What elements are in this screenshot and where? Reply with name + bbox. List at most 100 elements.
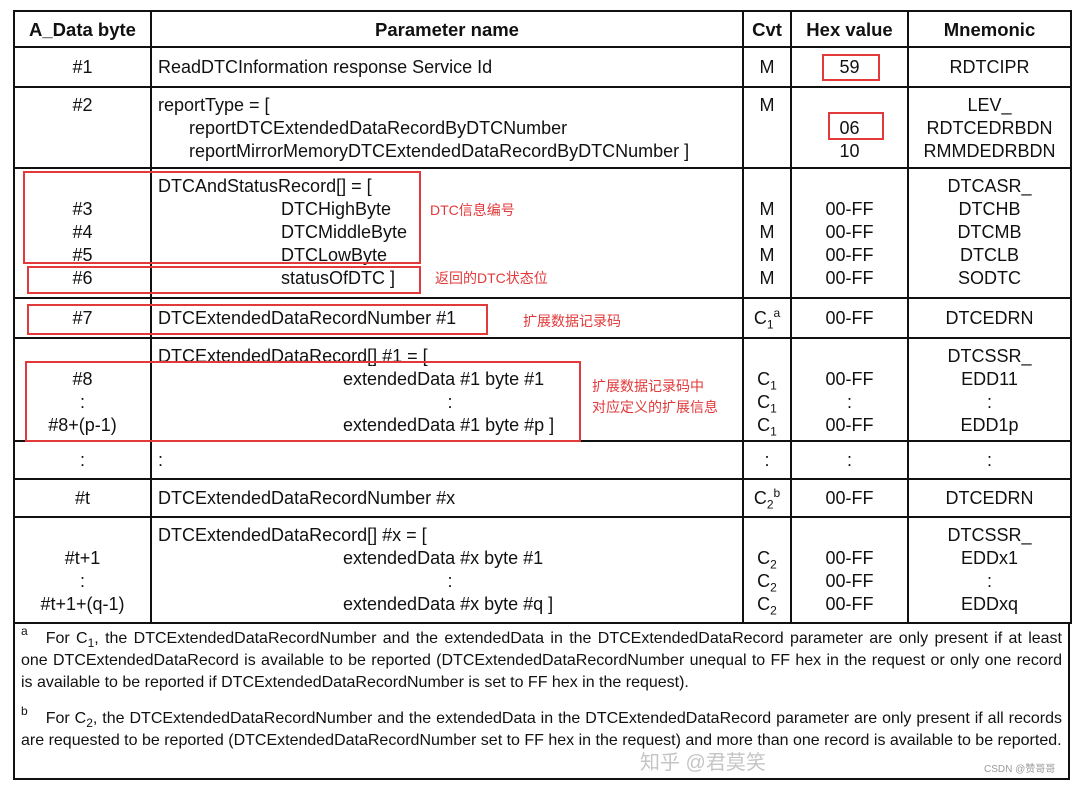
mnemonic-line: RMMDEDRBDN — [923, 141, 1056, 161]
cvt-line: M — [744, 94, 790, 117]
mnemonic-line: DTCMB — [957, 222, 1022, 242]
footnote-mark: a — [21, 623, 28, 638]
cvt-subscript: 2 — [770, 603, 777, 618]
mnemonic-line: DTCLB — [959, 245, 1019, 265]
cell-hex: 00-FF: 00-FF — [790, 337, 909, 442]
table-row: #2 reportType = [reportDTCExtendedDataRec… — [13, 86, 1072, 169]
footnote-sub: 1 — [87, 636, 95, 651]
param-line: DTCLowByte — [281, 245, 388, 265]
hex-line: : — [846, 449, 852, 470]
hex-line — [792, 175, 907, 198]
param-line: DTCHighByte — [281, 199, 392, 219]
cell-hex: 00-FF 00-FF 00-FF 00-FF — [790, 167, 909, 299]
cvt-subscript: 1 — [770, 424, 777, 439]
table-header-row: A_Data byte Parameter name Cvt Hex value… — [13, 10, 1072, 48]
byte-line: #7 — [72, 307, 93, 328]
cvt-value: C — [757, 392, 771, 412]
cell-hex: 06 10 — [790, 86, 909, 169]
cell-mnemonic: DTCASR_ DTCHB DTCMB DTCLB SODTC — [907, 167, 1072, 299]
byte-line: : — [79, 449, 85, 470]
cell-mnemonic: DTCSSR_ EDDx1: EDDxq — [907, 516, 1072, 624]
cell-hex: 00-FF 00-FF 00-FF — [790, 516, 909, 624]
csdn-watermark: CSDN @赞哥哥 — [984, 764, 1056, 775]
byte-line: : — [79, 392, 85, 412]
mnemonic-line: RDTCEDRBDN — [926, 118, 1053, 138]
mnemonic-line: EDD11 — [961, 369, 1018, 389]
table-row: #8: #8+(p-1) DTCExtendedDataRecord[] #1 = … — [13, 337, 1072, 442]
param-line: extendedData #1 byte #1 — [343, 369, 545, 389]
cvt-line: M — [744, 198, 790, 221]
mnemonic-line: SODTC — [958, 268, 1021, 288]
mnemonic-line: DTCHB — [958, 199, 1021, 219]
footnote-text: , the DTCExtendedDataRecordNumber and th… — [21, 630, 1062, 691]
cell-hex: 00-FF — [790, 478, 909, 518]
annotation-ext-record-number: 扩展数据记录码 — [523, 313, 621, 329]
cell-mnemonic: DTCEDRN — [907, 478, 1072, 518]
byte-line: #t — [74, 487, 90, 508]
cvt-line: C1 — [744, 414, 790, 439]
mnemonic-line: LEV_ — [967, 95, 1012, 115]
byte-line: : — [79, 571, 85, 591]
hex-line: : — [846, 392, 852, 412]
param-line: extendedData #1 byte #p ] — [343, 415, 555, 435]
highlight-box-59 — [822, 54, 880, 81]
footnote-b: b For C2, the DTCExtendedDataRecordNumber… — [21, 705, 1062, 752]
cell-cvt: C1 C1 C1 — [742, 337, 792, 442]
cvt-subscript: 2 — [770, 557, 777, 572]
cvt-value: C — [757, 594, 771, 614]
cvt-line: M — [744, 56, 790, 79]
byte-line: #t+1+(q-1) — [40, 594, 125, 614]
byte-line: #4 — [72, 222, 93, 242]
annotation-ext-info-line2: 对应定义的扩展信息 — [592, 399, 718, 415]
annotation-dtc-info-number: DTC信息编号 — [430, 202, 515, 218]
cell-cvt: C1a — [742, 297, 792, 339]
param-line: : — [447, 392, 453, 412]
param-line: DTCMiddleByte — [281, 222, 408, 242]
table-row: #t+1: #t+1+(q-1) DTCExtendedDataRecord[] #… — [13, 516, 1072, 624]
cell-cvt: : — [742, 440, 792, 480]
hex-line: 00-FF — [825, 268, 874, 288]
cvt-line: C1a — [744, 305, 790, 332]
mnemonic-line: DTCSSR_ — [947, 525, 1032, 545]
param-line: DTCExtendedDataRecord[] #x = [ — [158, 525, 427, 545]
byte-line: #3 — [72, 199, 93, 219]
cvt-footnote-ref: a — [773, 305, 781, 320]
cvt-line: M — [744, 267, 790, 290]
byte-line: #8+(p-1) — [48, 415, 117, 435]
zhihu-watermark: 知乎 @君莫笑 — [640, 752, 766, 774]
mnemonic-line: DTCEDRN — [945, 307, 1034, 328]
hex-line: 00-FF — [825, 594, 874, 614]
hex-line: 59 — [839, 56, 860, 77]
cell-param: reportType = [reportDTCExtendedDataRecor… — [150, 86, 744, 169]
cell-byte: #2 — [13, 86, 152, 169]
hex-line: 00-FF — [825, 369, 874, 389]
cvt-line: C2 — [744, 593, 790, 618]
header-parameter-name: Parameter name — [150, 10, 744, 48]
cell-cvt: C2 C2 C2 — [742, 516, 792, 624]
cvt-value: M — [759, 56, 775, 77]
cvt-line: : — [744, 449, 790, 472]
cell-cvt: M — [742, 46, 792, 88]
cell-hex: 00-FF — [790, 297, 909, 339]
highlight-box-06 — [828, 112, 884, 140]
cvt-value: M — [759, 222, 775, 242]
cvt-value: C — [757, 571, 771, 591]
byte-line: #6 — [72, 268, 93, 288]
hex-line: 00-FF — [825, 548, 874, 568]
cell-hex: 59 — [790, 46, 909, 88]
table-row: ::::: — [13, 440, 1072, 480]
highlight-box-dtc-bytes — [23, 171, 421, 264]
footnote-lead: For C — [45, 630, 88, 647]
hex-line: 00-FF — [825, 571, 874, 591]
hex-line: 00-FF — [825, 245, 874, 265]
cvt-subscript: 1 — [766, 317, 774, 332]
param-line: ReadDTCInformation response Service Id — [158, 56, 493, 77]
cvt-subscript: 2 — [770, 580, 777, 595]
hex-line — [792, 345, 907, 368]
cell-mnemonic: LEV_ RDTCEDRBDN RMMDEDRBDN — [907, 86, 1072, 169]
cell-mnemonic: DTCEDRN — [907, 297, 1072, 339]
highlight-box-extended-data — [25, 361, 581, 442]
cell-byte: #t — [13, 478, 152, 518]
byte-line: #8 — [72, 369, 93, 389]
